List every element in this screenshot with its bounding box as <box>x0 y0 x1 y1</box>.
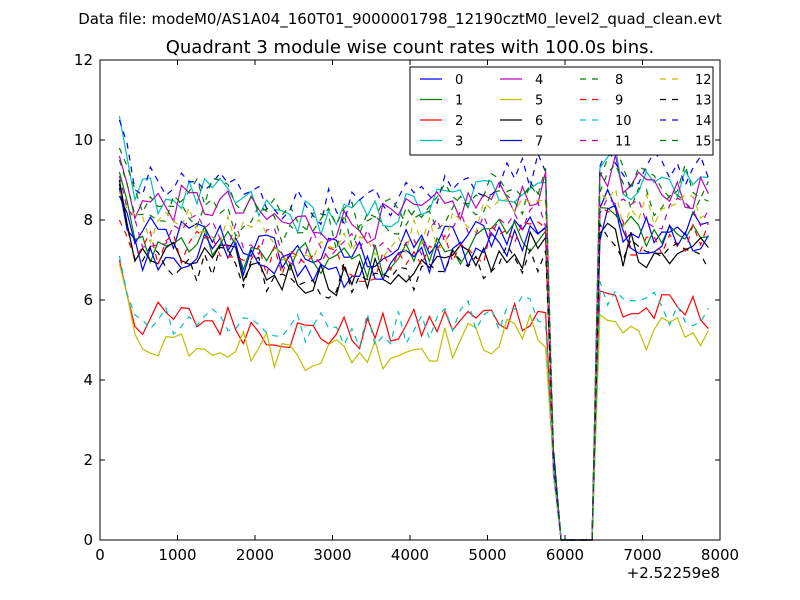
x-tick-label: 5000 <box>468 546 506 564</box>
plot-area <box>118 115 709 541</box>
series-line-8 <box>118 159 709 541</box>
y-tick-label: 4 <box>83 371 93 389</box>
legend-label-11: 11 <box>615 135 632 150</box>
series-line-5 <box>118 263 709 541</box>
series-line-6 <box>118 179 709 541</box>
legend-label-1: 1 <box>455 94 463 109</box>
legend-label-15: 15 <box>695 135 712 150</box>
x-offset-label: +2.52259e8 <box>627 564 720 582</box>
y-tick-label: 12 <box>74 51 93 69</box>
legend-label-6: 6 <box>535 114 543 129</box>
y-tick-label: 2 <box>83 451 93 469</box>
legend-label-5: 5 <box>535 94 543 109</box>
series-line-12 <box>118 186 709 541</box>
series-line-2 <box>118 259 709 541</box>
legend-label-13: 13 <box>695 94 712 109</box>
x-tick-label: 6000 <box>546 546 584 564</box>
legend-label-14: 14 <box>695 114 712 129</box>
legend-label-7: 7 <box>535 135 543 150</box>
series-line-1 <box>118 171 709 541</box>
series-line-9 <box>118 203 709 541</box>
x-tick-label: 0 <box>95 546 105 564</box>
series-line-7 <box>118 187 709 541</box>
legend-label-0: 0 <box>455 73 463 88</box>
series-line-13 <box>118 183 709 541</box>
x-tick-label: 4000 <box>391 546 429 564</box>
series-line-4 <box>118 154 709 541</box>
x-tick-label: 2000 <box>236 546 274 564</box>
x-tick-label: 7000 <box>623 546 661 564</box>
legend-label-3: 3 <box>455 135 463 150</box>
y-tick-label: 8 <box>83 211 93 229</box>
series-line-10 <box>118 255 709 541</box>
legend-label-10: 10 <box>615 114 632 129</box>
axes: 0 1000 2000 3000 4000 5000 6000 7000 80000246810… <box>74 51 739 564</box>
y-tick-label: 10 <box>74 131 93 149</box>
legend-label-12: 12 <box>695 73 712 88</box>
x-tick-label: 8000 <box>701 546 739 564</box>
chart-title: Quadrant 3 module wise count rates with … <box>166 37 655 58</box>
legend-label-4: 4 <box>535 73 543 88</box>
x-tick-label: 3000 <box>313 546 351 564</box>
series-line-11 <box>118 175 709 541</box>
y-tick-label: 0 <box>83 531 93 549</box>
legend-label-2: 2 <box>455 114 463 129</box>
legend-label-8: 8 <box>615 73 623 88</box>
y-tick-label: 6 <box>83 291 93 309</box>
legend-label-9: 9 <box>615 94 623 109</box>
x-tick-label: 1000 <box>158 546 196 564</box>
chart-suptitle: Data file: modeM0/AS1A04_160T01_90000017… <box>78 10 722 29</box>
